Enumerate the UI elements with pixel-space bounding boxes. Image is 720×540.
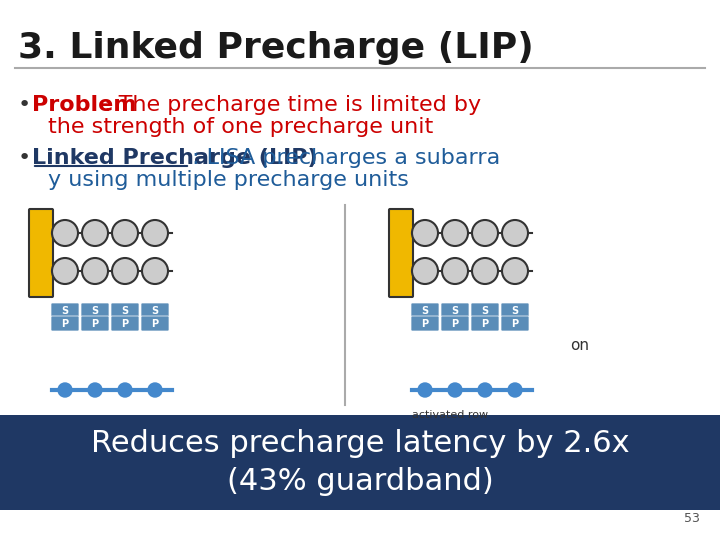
FancyBboxPatch shape [441, 303, 469, 318]
Text: Problem: Problem [32, 95, 137, 115]
FancyBboxPatch shape [411, 303, 439, 318]
FancyBboxPatch shape [501, 303, 529, 318]
Circle shape [82, 220, 108, 246]
Text: •: • [18, 148, 38, 168]
Circle shape [142, 258, 168, 284]
Circle shape [88, 383, 102, 397]
Text: P: P [421, 319, 428, 329]
FancyBboxPatch shape [29, 209, 53, 297]
Circle shape [142, 220, 168, 246]
FancyBboxPatch shape [441, 316, 469, 331]
Circle shape [112, 220, 138, 246]
FancyBboxPatch shape [81, 316, 109, 331]
Text: S: S [511, 306, 518, 316]
FancyBboxPatch shape [501, 316, 529, 331]
Circle shape [508, 383, 522, 397]
Circle shape [502, 220, 528, 246]
Text: : The precharge time is limited by: : The precharge time is limited by [104, 95, 488, 115]
Text: y using multiple precharge units: y using multiple precharge units [48, 170, 409, 190]
FancyBboxPatch shape [411, 316, 439, 331]
Text: P: P [151, 319, 158, 329]
FancyBboxPatch shape [111, 316, 139, 331]
Text: S: S [122, 306, 129, 316]
FancyBboxPatch shape [111, 303, 139, 318]
Text: P: P [482, 319, 489, 329]
Circle shape [442, 258, 468, 284]
Text: S: S [151, 306, 158, 316]
FancyBboxPatch shape [141, 303, 169, 318]
FancyBboxPatch shape [51, 316, 79, 331]
FancyBboxPatch shape [471, 316, 499, 331]
Circle shape [418, 383, 432, 397]
Text: P: P [451, 319, 459, 329]
Text: Reduces precharge latency by 2.6x
(43% guardband): Reduces precharge latency by 2.6x (43% g… [91, 429, 629, 496]
Circle shape [148, 383, 162, 397]
Circle shape [82, 258, 108, 284]
FancyBboxPatch shape [51, 303, 79, 318]
Text: S: S [451, 306, 459, 316]
Text: •: • [18, 95, 38, 115]
FancyBboxPatch shape [471, 303, 499, 318]
Text: 3. Linked Precharge (LIP): 3. Linked Precharge (LIP) [18, 31, 534, 65]
Circle shape [412, 220, 438, 246]
Text: P: P [511, 319, 518, 329]
Text: P: P [122, 319, 129, 329]
Circle shape [112, 258, 138, 284]
Circle shape [478, 383, 492, 397]
Text: S: S [421, 306, 428, 316]
FancyBboxPatch shape [141, 316, 169, 331]
Circle shape [448, 383, 462, 397]
Text: S: S [61, 306, 68, 316]
Circle shape [118, 383, 132, 397]
Text: 53: 53 [684, 512, 700, 525]
Circle shape [58, 383, 72, 397]
Text: P: P [61, 319, 68, 329]
Circle shape [472, 258, 498, 284]
FancyBboxPatch shape [81, 303, 109, 318]
Circle shape [52, 258, 78, 284]
Circle shape [472, 220, 498, 246]
Circle shape [52, 220, 78, 246]
FancyBboxPatch shape [0, 415, 720, 510]
Circle shape [412, 258, 438, 284]
Text: S: S [91, 306, 99, 316]
FancyBboxPatch shape [389, 209, 413, 297]
Text: on: on [570, 338, 589, 353]
Circle shape [442, 220, 468, 246]
Text: : LISA precharges a subarra: : LISA precharges a subarra [192, 148, 500, 168]
Text: activated row: activated row [412, 410, 488, 420]
Text: Linked Precharge (LIP): Linked Precharge (LIP) [32, 148, 318, 168]
Text: S: S [482, 306, 489, 316]
Circle shape [502, 258, 528, 284]
Text: P: P [91, 319, 99, 329]
Text: the strength of one precharge unit: the strength of one precharge unit [48, 117, 433, 137]
